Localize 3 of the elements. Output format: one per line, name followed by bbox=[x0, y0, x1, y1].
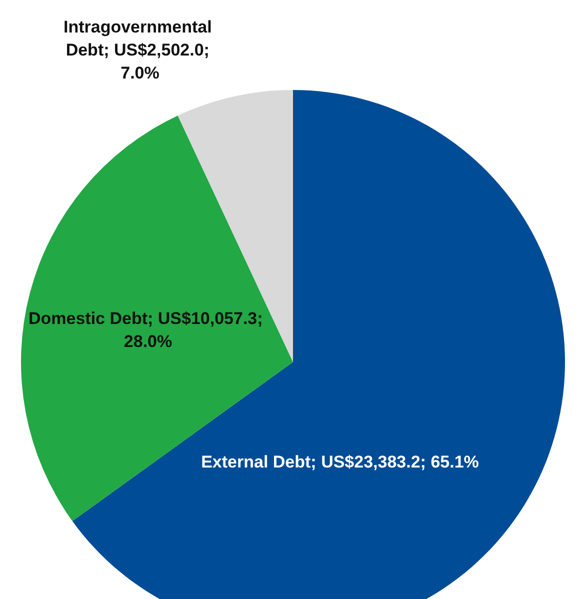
slice-label: Domestic Debt; US$10,057.3; 28.0% bbox=[28, 309, 268, 351]
slice-label: External Debt; US$23,383.2; 65.1% bbox=[201, 452, 479, 472]
slice-label: Intragovernmental Debt; US$2,502.0; 7.0% bbox=[63, 18, 217, 82]
